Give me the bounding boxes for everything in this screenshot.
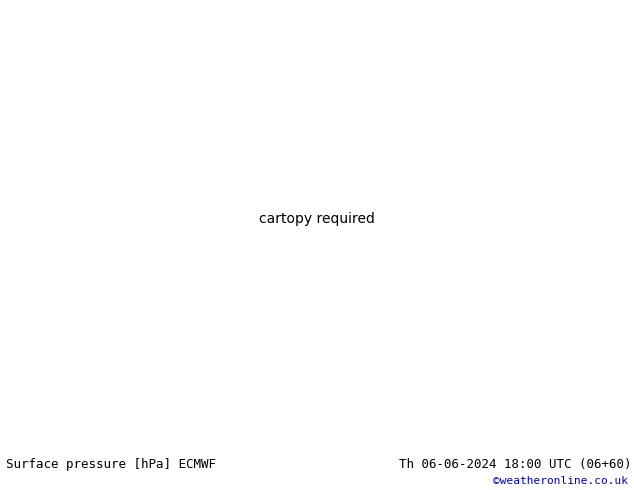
Text: Th 06-06-2024 18:00 UTC (06+60): Th 06-06-2024 18:00 UTC (06+60) bbox=[399, 458, 632, 470]
Text: cartopy required: cartopy required bbox=[259, 213, 375, 226]
Text: Surface pressure [hPa] ECMWF: Surface pressure [hPa] ECMWF bbox=[6, 458, 216, 470]
Text: ©weatheronline.co.uk: ©weatheronline.co.uk bbox=[493, 476, 628, 486]
